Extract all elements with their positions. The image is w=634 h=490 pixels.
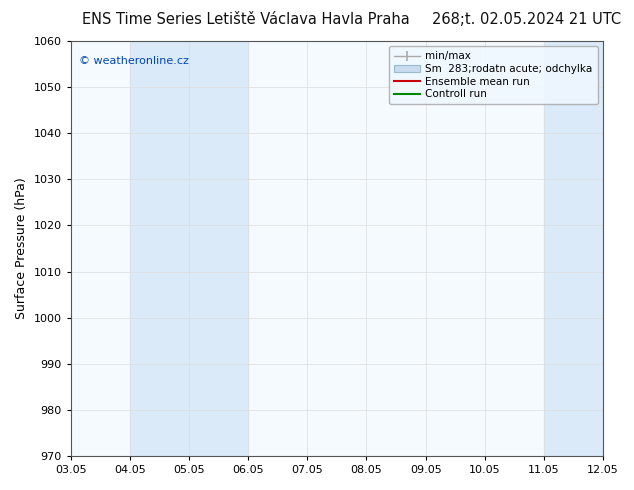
Text: 268;t. 02.05.2024 21 UTC: 268;t. 02.05.2024 21 UTC: [432, 12, 621, 27]
Y-axis label: Surface Pressure (hPa): Surface Pressure (hPa): [15, 178, 28, 319]
Bar: [544, 41, 634, 456]
Text: ENS Time Series Letiště Václava Havla Praha: ENS Time Series Letiště Václava Havla Pr…: [82, 12, 410, 27]
Legend: min/max, Sm  283;rodatn acute; odchylka, Ensemble mean run, Controll run: min/max, Sm 283;rodatn acute; odchylka, …: [389, 46, 598, 104]
Text: © weatheronline.cz: © weatheronline.cz: [79, 55, 188, 66]
Bar: [130, 41, 248, 456]
